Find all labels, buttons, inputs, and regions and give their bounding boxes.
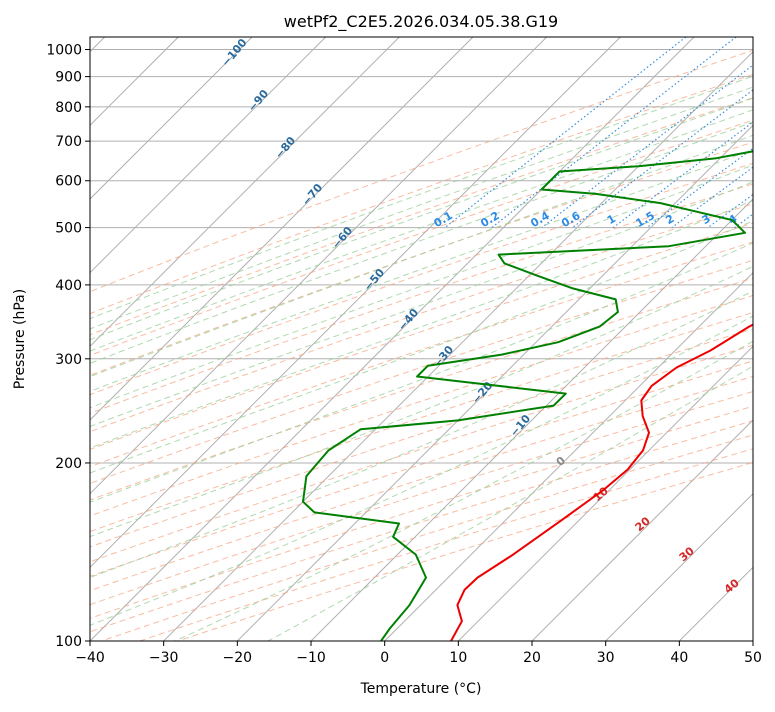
y-tick-label: 200 (55, 456, 82, 472)
x-tick-label: 20 (523, 650, 541, 666)
x-tick-label: 40 (670, 650, 688, 666)
x-tick-label: 10 (449, 650, 467, 666)
x-tick-label: −30 (149, 650, 179, 666)
chart-title: wetPf2_C2E5.2026.034.05.38.G19 (284, 12, 558, 32)
x-tick-label: 30 (597, 650, 615, 666)
x-tick-label: 50 (744, 650, 762, 666)
y-tick-label: 500 (55, 221, 82, 237)
x-tick-label: 0 (380, 650, 389, 666)
x-tick-label: −40 (75, 650, 105, 666)
y-tick-label: 700 (55, 134, 82, 150)
y-tick-label: 1000 (46, 43, 82, 59)
y-tick-label: 400 (55, 278, 82, 294)
x-tick-label: −20 (223, 650, 253, 666)
y-tick-label: 900 (55, 70, 82, 86)
x-axis-label: Temperature (°C) (360, 681, 482, 697)
y-tick-label: 800 (55, 100, 82, 116)
x-tick-label: −10 (296, 650, 326, 666)
y-tick-label: 600 (55, 174, 82, 190)
y-axis-label: Pressure (hPa) (12, 289, 28, 389)
y-tick-label: 100 (55, 634, 82, 650)
y-tick-label: 300 (55, 352, 82, 368)
